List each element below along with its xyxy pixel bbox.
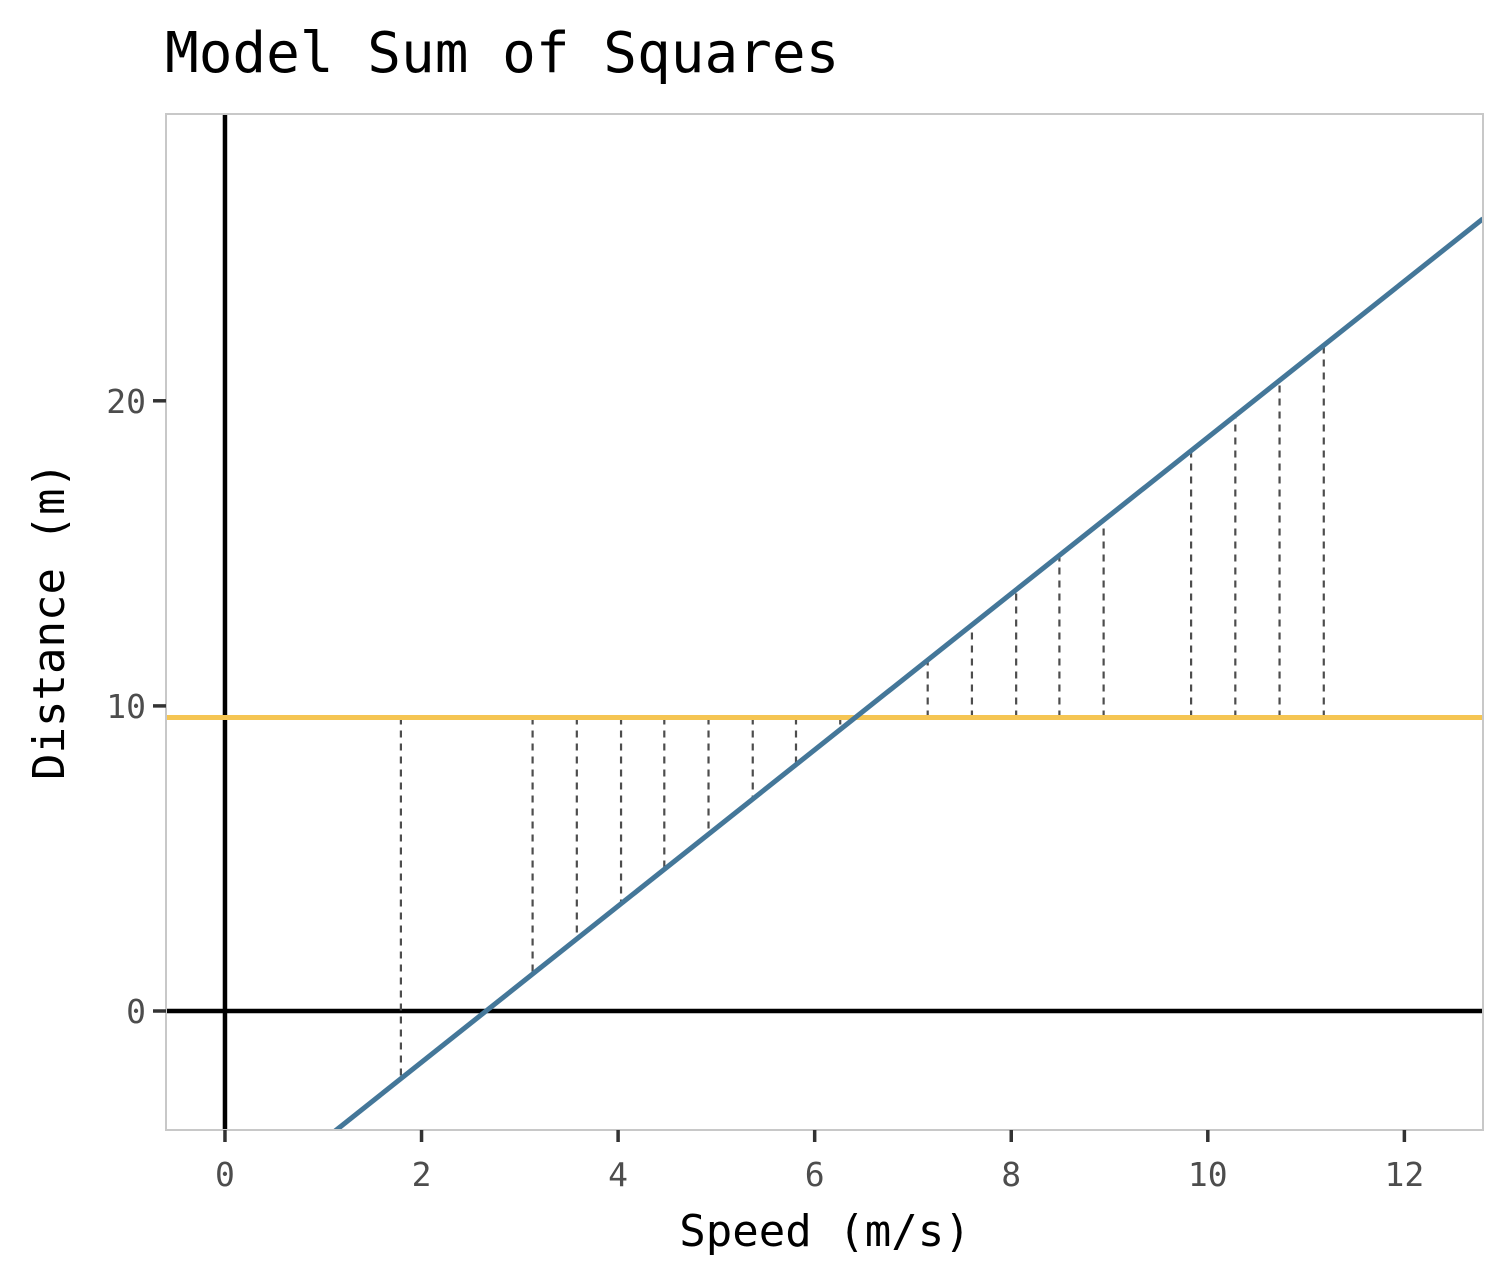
- x-tick-label: 0: [215, 1155, 235, 1194]
- chart-title: Model Sum of Squares: [165, 21, 839, 86]
- plot-panel: [165, 113, 1484, 1131]
- regression-line: [332, 216, 1483, 1130]
- x-axis: 0 2 4 6 8 10 12: [215, 1130, 1424, 1194]
- x-tick-label: 2: [412, 1155, 432, 1194]
- y-axis: 0 10 20: [106, 382, 166, 1031]
- panel-background: [166, 114, 1483, 1130]
- y-tick-label: 20: [106, 382, 146, 421]
- panel-contents: [166, 114, 1483, 1130]
- y-tick-label: 0: [126, 992, 146, 1031]
- x-tick-label: 4: [608, 1155, 628, 1194]
- x-tick-label: 12: [1384, 1155, 1424, 1194]
- x-axis-title: Speed (m/s): [679, 1206, 970, 1257]
- y-tick-label: 10: [106, 687, 146, 726]
- x-tick-label: 8: [1001, 1155, 1021, 1194]
- y-axis-title: Distance (m): [24, 462, 75, 780]
- x-tick-label: 10: [1188, 1155, 1228, 1194]
- panel-border: [165, 113, 1484, 1131]
- x-tick-label: 6: [805, 1155, 825, 1194]
